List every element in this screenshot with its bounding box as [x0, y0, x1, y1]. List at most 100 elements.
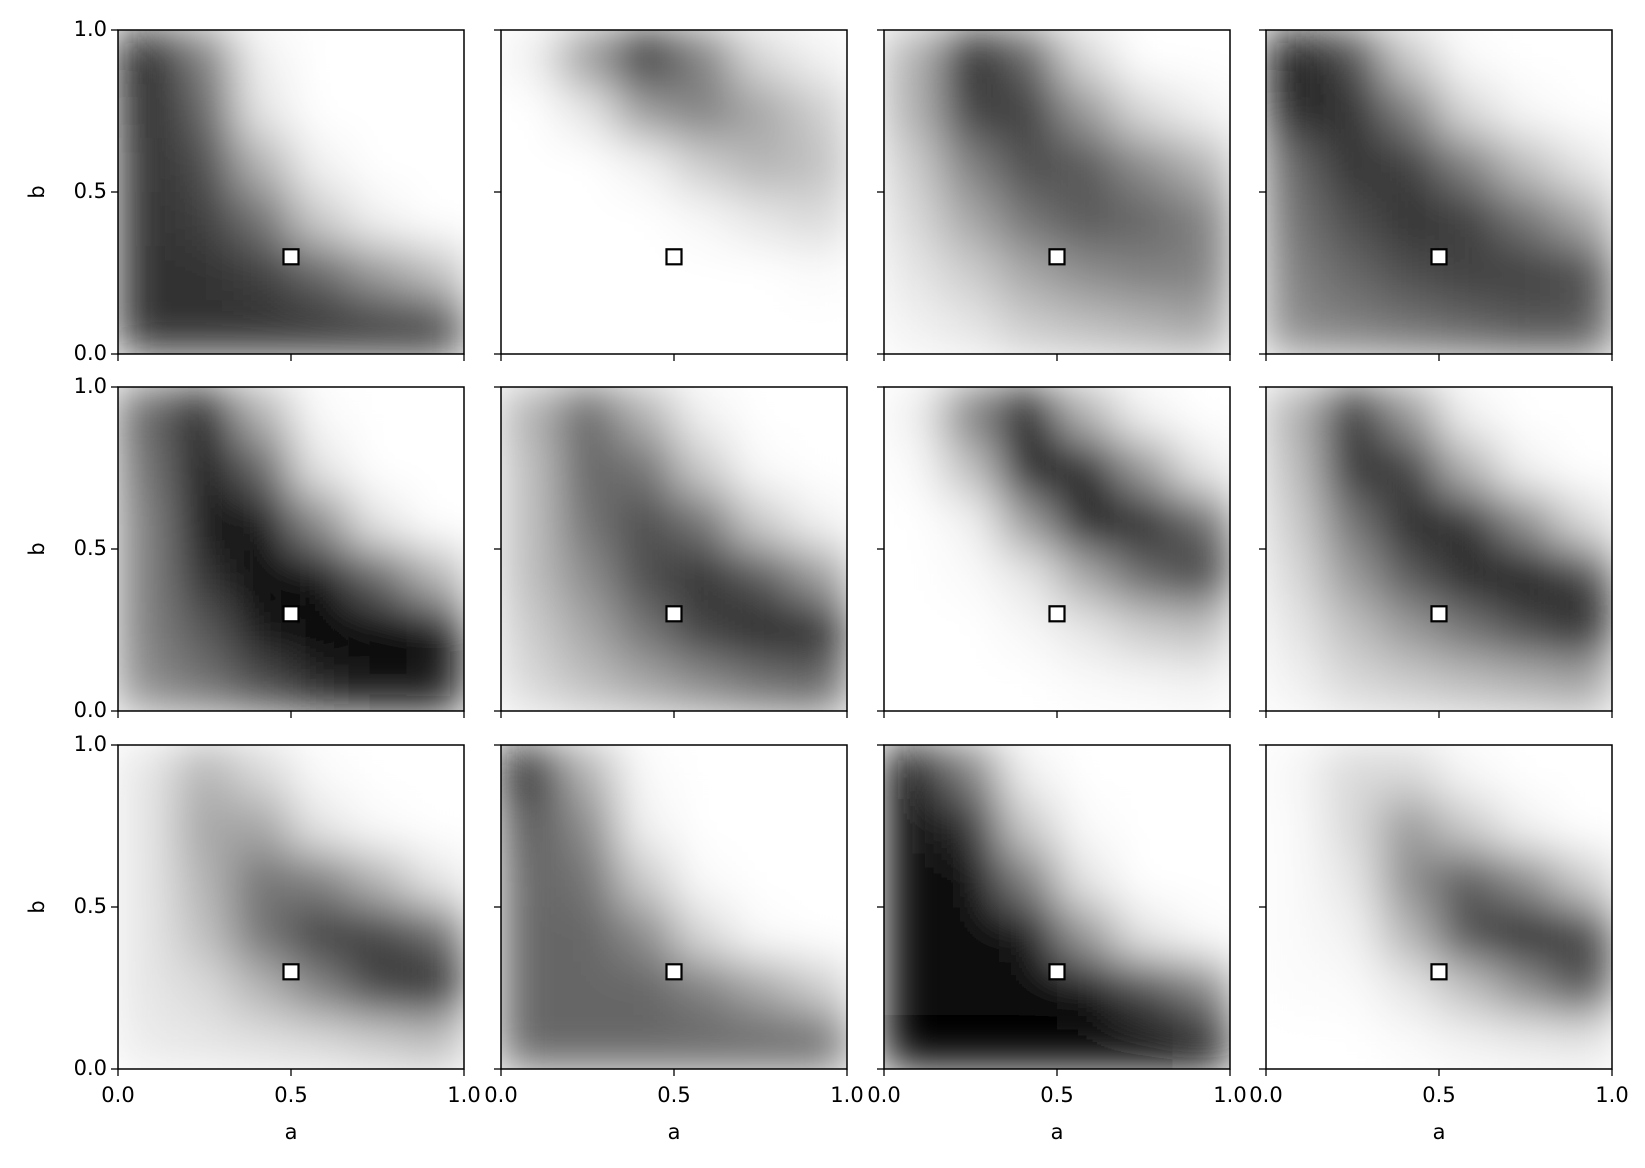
heatmap-cell [674, 961, 733, 1016]
heatmap-cell [291, 84, 350, 139]
heatmap-cell [1439, 441, 1498, 496]
heatmap-cell [941, 138, 1000, 193]
marker [1430, 963, 1448, 981]
heatmap-cell [1057, 300, 1116, 354]
heatmap-cell [1554, 603, 1612, 658]
heatmap-cell [233, 799, 292, 854]
heatmap-cell [616, 30, 675, 85]
heatmap-cell [118, 495, 177, 550]
heatmap-cell [1439, 799, 1498, 854]
heatmap-cell [118, 300, 177, 354]
heatmap-cell [406, 441, 464, 496]
heatmap-cell [1496, 495, 1555, 550]
heatmap-cell [1381, 961, 1440, 1016]
heatmap-cell [1323, 657, 1382, 711]
heatmap-cell [1266, 745, 1325, 800]
x-tick-label: 0.0 [867, 1083, 900, 1107]
heatmap-cell [1381, 300, 1440, 354]
heatmap-cells [1266, 30, 1612, 354]
heatmap-cell [1323, 441, 1382, 496]
heatmap-cell [1323, 907, 1382, 962]
heatmap-cell [1172, 853, 1230, 908]
marker [282, 605, 300, 623]
heatmap-cell [1057, 138, 1116, 193]
heatmap-cell [1172, 387, 1230, 442]
y-tick-label: 1.0 [74, 732, 107, 756]
heatmap-cell [175, 246, 234, 301]
heatmap-cell [291, 961, 350, 1016]
heatmap-cell [616, 300, 675, 354]
heatmap-cell [558, 745, 617, 800]
heatmap-cell [118, 907, 177, 962]
heatmap-cell [1496, 853, 1555, 908]
heatmap-cell [1057, 192, 1116, 247]
heatmap-cell [789, 603, 847, 658]
heatmap-cell [674, 246, 733, 301]
heatmap-cell [1172, 138, 1230, 193]
heatmap-cell [348, 138, 407, 193]
heatmap-cell [348, 549, 407, 604]
heatmap-cell [118, 84, 177, 139]
heatmap-cell [731, 192, 790, 247]
heatmap-cell [884, 192, 943, 247]
heatmap-cell [884, 603, 943, 658]
heatmap-cell [175, 1015, 234, 1069]
heatmap-cell [175, 138, 234, 193]
heatmap-cell [1114, 495, 1173, 550]
heatmap-cell [233, 387, 292, 442]
heatmap-cell [941, 30, 1000, 85]
heatmap-cell [1172, 495, 1230, 550]
heatmap-cell [406, 657, 464, 711]
heatmap-cells [118, 745, 464, 1069]
heatmap-cell [291, 495, 350, 550]
heatmap-cells [884, 30, 1230, 354]
heatmap-cell [1496, 387, 1555, 442]
heatmap-cell [501, 387, 560, 442]
heatmap-cell [884, 961, 943, 1016]
heatmap-cell [348, 853, 407, 908]
heatmap-cell [1381, 907, 1440, 962]
heatmap-cells [501, 745, 847, 1069]
heatmap-cell [1381, 441, 1440, 496]
y-tick-label: 0.5 [74, 894, 107, 918]
heatmap-cell [233, 192, 292, 247]
heatmap-cell [1496, 300, 1555, 354]
heatmap-cell [233, 657, 292, 711]
heatmap-cell [616, 387, 675, 442]
heatmap-cell [731, 387, 790, 442]
heatmap-cell [731, 495, 790, 550]
heatmap-cell [175, 387, 234, 442]
heatmap-cell [1114, 961, 1173, 1016]
heatmap-cell [348, 387, 407, 442]
heatmap-cell [731, 84, 790, 139]
heatmap-cell [558, 657, 617, 711]
heatmap-cell [674, 138, 733, 193]
heatmap-cell [1554, 495, 1612, 550]
y-tick-label: 0.5 [74, 179, 107, 203]
heatmap-cell [731, 907, 790, 962]
heatmap-cell [501, 441, 560, 496]
heatmap-cell [941, 549, 1000, 604]
heatmap-cell [884, 30, 943, 85]
heatmap-cell [291, 30, 350, 85]
heatmap-cell [674, 657, 733, 711]
heatmap-cell [501, 657, 560, 711]
heatmap-cell [731, 603, 790, 658]
heatmap [501, 745, 847, 1069]
y-tick-label: 0.0 [74, 1056, 107, 1080]
heatmap-cell [884, 441, 943, 496]
heatmap-cell [175, 961, 234, 1016]
heatmap-cell [1057, 603, 1116, 658]
heatmap-cell [501, 603, 560, 658]
heatmap-cell [941, 745, 1000, 800]
heatmap-cell [789, 745, 847, 800]
heatmap [884, 387, 1230, 711]
heatmap-cell [941, 1015, 1000, 1069]
x-tick-label: 0.5 [274, 1083, 307, 1107]
heatmap-cell [1323, 192, 1382, 247]
heatmap-cell [291, 1015, 350, 1069]
heatmap-cell [1554, 549, 1612, 604]
heatmap-cell [1172, 603, 1230, 658]
heatmap-cell [558, 300, 617, 354]
heatmap-cell [616, 799, 675, 854]
